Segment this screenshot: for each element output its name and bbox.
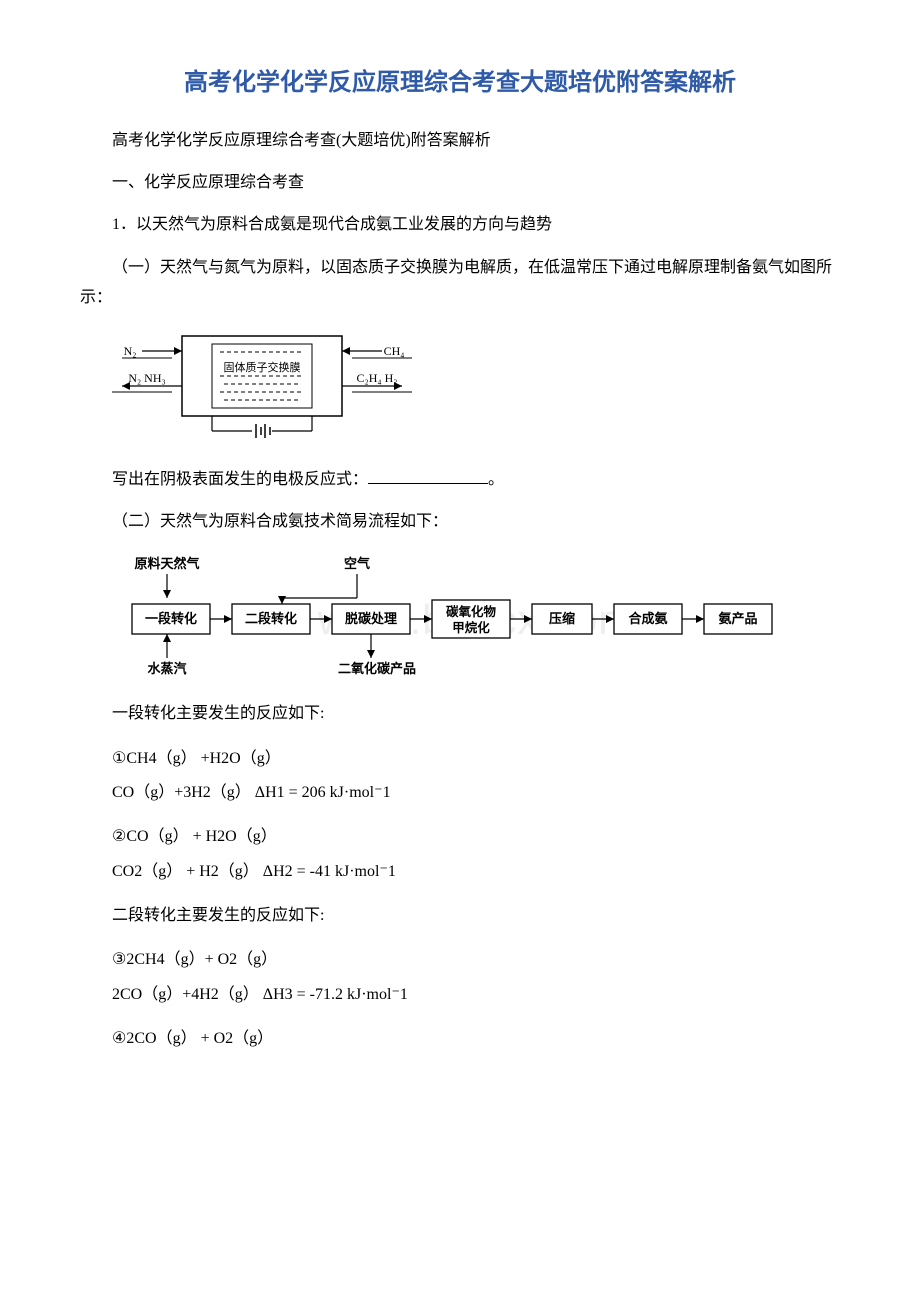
part-2-intro: （二）天然气为原料合成氨技术简易流程如下： xyxy=(80,507,840,537)
flow-top-input-0: 原料天然气 xyxy=(134,556,199,571)
eq3-number: ③ xyxy=(112,951,126,968)
svg-text:合成氨: 合成氨 xyxy=(628,611,667,626)
answer-blank xyxy=(368,468,488,484)
svg-text:氨产品: 氨产品 xyxy=(717,611,757,626)
question-1-intro: 1．以天然气为原料合成氨是现代合成氨工业发展的方向与趋势 xyxy=(80,210,840,240)
eq4-reactants: 2CO（g） + O2（g） xyxy=(126,1030,273,1047)
part-1-intro: （一）天然气与氮气为原料，以固态质子交换膜为电解质，在低温常压下通过电解原理制备… xyxy=(80,253,840,314)
cathode-question-end: 。 xyxy=(488,471,504,488)
svg-text:脱碳处理: 脱碳处理 xyxy=(345,611,397,626)
section-heading: 一、化学反应原理综合考查 xyxy=(80,168,840,198)
svg-text:二段转化: 二段转化 xyxy=(245,611,297,626)
flow-box-1: 二段转化 xyxy=(232,604,310,634)
right-output-label: C₂H₄ H₂ xyxy=(357,371,398,385)
left-input-label: N₂ xyxy=(124,344,137,358)
flow-box-2: 脱碳处理 xyxy=(332,604,410,634)
equation-4: ④2CO（g） + O2（g） xyxy=(80,1024,840,1054)
svg-text:碳氧化物: 碳氧化物 xyxy=(446,604,497,619)
flow-top-input-1: 空气 xyxy=(344,556,370,571)
stage-1-heading: 一段转化主要发生的反应如下: xyxy=(80,699,840,729)
flow-box-6: 氨产品 xyxy=(704,604,772,634)
flow-bottom-input-0: 水蒸汽 xyxy=(147,661,186,676)
flow-bottom-input-1: 二氧化碳产品 xyxy=(338,661,416,676)
svg-text:甲烷化: 甲烷化 xyxy=(452,620,490,635)
eq2-products: CO2（g） + H2（g） ΔH2 = -41 kJ·mol⁻1 xyxy=(112,857,840,887)
right-input-label: CH₄ xyxy=(384,344,405,358)
equation-3: ③2CH4（g）+ O2（g） 2CO（g）+4H2（g） ΔH3 = -71.… xyxy=(80,945,840,1010)
eq3-products: 2CO（g）+4H2（g） ΔH3 = -71.2 kJ·mol⁻1 xyxy=(112,980,840,1010)
flow-box-5: 合成氨 xyxy=(614,604,682,634)
equation-1: ①CH4（g） +H2O（g） CO（g）+3H2（g） ΔH1 = 206 k… xyxy=(80,744,840,809)
left-output-label: N₂ NH₃ xyxy=(128,371,165,385)
cathode-question-text: 写出在阴极表面发生的电极反应式： xyxy=(112,471,368,488)
cathode-question: 写出在阴极表面发生的电极反应式： 。 xyxy=(80,465,840,495)
flow-box-3: 碳氧化物 甲烷化 xyxy=(432,600,510,638)
eq3-reactants: 2CH4（g）+ O2（g） xyxy=(126,951,277,968)
eq2-reactants: CO（g） + H2O（g） xyxy=(126,828,276,845)
flow-box-0: 一段转化 xyxy=(132,604,210,634)
svg-text:一段转化: 一段转化 xyxy=(145,611,197,626)
eq1-reactants: CH4（g） +H2O（g） xyxy=(126,750,280,767)
eq2-number: ② xyxy=(112,828,126,845)
stage-2-heading: 二段转化主要发生的反应如下: xyxy=(80,901,840,931)
equation-2: ②CO（g） + H2O（g） CO2（g） + H2（g） ΔH2 = -41… xyxy=(80,822,840,887)
flow-box-4: 压缩 xyxy=(532,604,592,634)
electrolysis-diagram: 固体质子交换膜 N₂ N₂ NH₃ CH₄ C₂H₄ H₂ xyxy=(112,326,840,457)
document-title: 高考化学化学反应原理综合考查大题培优附答案解析 xyxy=(80,60,840,106)
membrane-label: 固体质子交换膜 xyxy=(224,360,301,374)
svg-text:压缩: 压缩 xyxy=(549,611,575,626)
flow-diagram: www.bdocx.com 原料天然气 空气 一段转化 二段转化 脱碳处理 碳氧… xyxy=(112,550,840,691)
document-subtitle: 高考化学化学反应原理综合考查(大题培优)附答案解析 xyxy=(80,126,840,156)
eq4-number: ④ xyxy=(112,1030,126,1047)
eq1-products: CO（g）+3H2（g） ΔH1 = 206 kJ·mol⁻1 xyxy=(112,778,840,808)
eq1-number: ① xyxy=(112,750,126,767)
